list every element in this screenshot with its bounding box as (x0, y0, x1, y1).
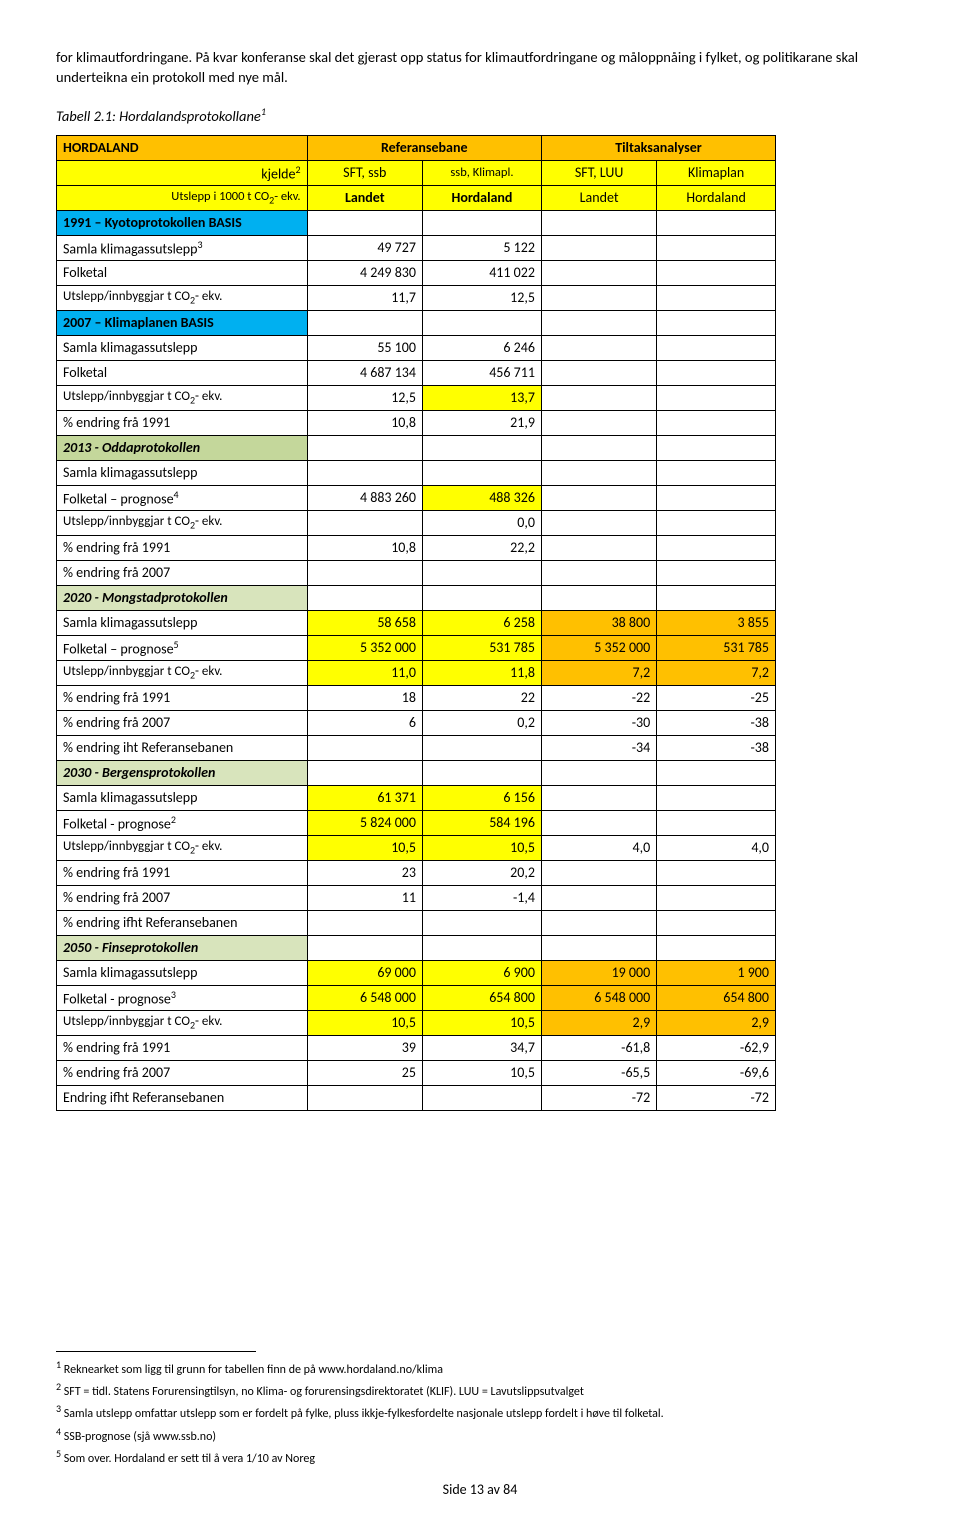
row-folk3: Folketal - prognose3 (57, 985, 308, 1010)
footnotes: 1 Reknearket som ligg til grunn for tabe… (56, 1358, 896, 1467)
row-endr1991-20: % endring frå 1991 (57, 685, 308, 710)
row-1991: 1991 – Kyotoprotokollen BASIS (57, 210, 308, 235)
row-folketal-07: Folketal (57, 360, 308, 385)
row-2007: 2007 – Klimaplanen BASIS (57, 310, 308, 335)
row-2013: 2013 - Oddaprotokollen (57, 435, 308, 460)
hdr-kjelde: kjelde2 (57, 160, 308, 185)
row-2050: 2050 - Finseprotokollen (57, 935, 308, 960)
row-endr1991-30: % endring frå 1991 (57, 860, 308, 885)
row-uinnb-3: Utslepp/innbyggjar t CO2- ekv. (57, 510, 308, 535)
row-2020: 2020 - Mongstadprotokollen (57, 585, 308, 610)
row-endrifht-50: Endring ifht Referansebanen (57, 1085, 308, 1110)
row-endriht-20: % endring iht Referansebanen (57, 735, 308, 760)
hdr-ref: Referansebane (307, 135, 541, 160)
hdr-hordaland: HORDALAND (57, 135, 308, 160)
hdr-utslepp1000: Utslepp i 1000 t CO2- ekv. (57, 185, 308, 210)
row-uinnb-5: Utslepp/innbyggjar t CO2- ekv. (57, 835, 308, 860)
hdr-hord2: Hordaland (657, 185, 776, 210)
row-endr1991-13: % endring frå 1991 (57, 535, 308, 560)
hdr-ssbkl: ssb, Klimapl. (422, 160, 541, 185)
row-uinnb-6: Utslepp/innbyggjar t CO2- ekv. (57, 1010, 308, 1035)
row-folk4: Folketal – prognose4 (57, 485, 308, 510)
row-endr1991-07: % endring frå 1991 (57, 410, 308, 435)
row-samla-13: Samla klimagassutslepp (57, 460, 308, 485)
hdr-sftluu: SFT, LUU (541, 160, 656, 185)
row-2030: 2030 - Bergensprotokollen (57, 760, 308, 785)
table-caption: Tabell 2.1: Hordalandsprotokollane1 (56, 105, 904, 125)
page-number: Side 13 av 84 (56, 1481, 904, 1498)
row-samla3: Samla klimagassutslepp3 (57, 235, 308, 260)
row-folketal: Folketal (57, 260, 308, 285)
row-endr2007-20: % endring frå 2007 (57, 710, 308, 735)
row-folk2: Folketal - prognose2 (57, 810, 308, 835)
hdr-sftssb: SFT, ssb (307, 160, 422, 185)
caption-sup: 1 (261, 105, 266, 118)
caption-text: Tabell 2.1: Hordalandsprotokollane (56, 107, 261, 125)
row-uinnb-2: Utslepp/innbyggjar t CO2- ekv. (57, 385, 308, 410)
row-endrifht-30: % endring ifht Referansebanen (57, 910, 308, 935)
hdr-landet2: Landet (541, 185, 656, 210)
protokoll-table: HORDALAND Referansebane Tiltaksanalyser … (56, 135, 776, 1111)
row-endr1991-50: % endring frå 1991 (57, 1035, 308, 1060)
hdr-tilt: Tiltaksanalyser (541, 135, 775, 160)
row-samla-50: Samla klimagassutslepp (57, 960, 308, 985)
row-endr2007-30: % endring frå 2007 (57, 885, 308, 910)
intro-text: for klimautfordringane. På kvar konferan… (56, 48, 904, 87)
row-endr2007-50: % endring frå 2007 (57, 1060, 308, 1085)
row-folk5: Folketal – prognose5 (57, 635, 308, 660)
footnote-rule (56, 1351, 256, 1352)
row-uinnb-1: Utslepp/innbyggjar t CO2- ekv. (57, 285, 308, 310)
row-samla-07: Samla klimagassutslepp (57, 335, 308, 360)
hdr-landet1: Landet (307, 185, 422, 210)
hdr-klimaplan: Klimaplan (657, 160, 776, 185)
row-uinnb-4: Utslepp/innbyggjar t CO2- ekv. (57, 660, 308, 685)
hdr-hord1: Hordaland (422, 185, 541, 210)
row-endr2007-13: % endring frå 2007 (57, 560, 308, 585)
row-samla-20: Samla klimagassutslepp (57, 610, 308, 635)
row-samla-30: Samla klimagassutslepp (57, 785, 308, 810)
